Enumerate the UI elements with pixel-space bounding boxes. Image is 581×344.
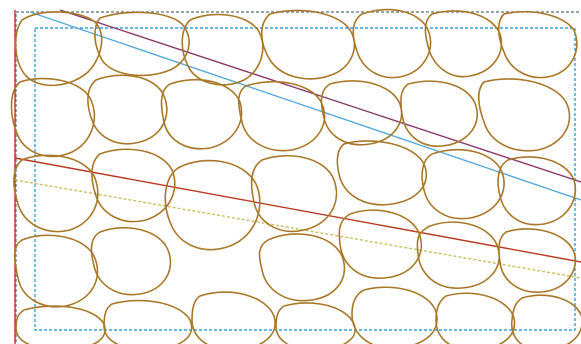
cell — [191, 291, 276, 344]
cell — [320, 80, 403, 146]
cell — [435, 292, 516, 344]
cell — [351, 286, 438, 344]
cell — [160, 78, 243, 150]
cell — [424, 10, 503, 78]
diagonal-line-red — [14, 157, 581, 263]
cell-outlines — [10, 8, 581, 344]
cell — [103, 299, 193, 344]
cell — [258, 233, 346, 302]
cell — [260, 9, 356, 80]
cell — [164, 159, 261, 251]
diagonal-line-yellow — [14, 179, 581, 279]
cell — [497, 10, 578, 79]
diagonal-line-cyan — [29, 11, 581, 201]
cell — [91, 148, 176, 223]
cell — [416, 221, 501, 289]
cell — [421, 148, 505, 220]
cell — [87, 74, 168, 145]
cell — [338, 209, 423, 279]
cell — [400, 80, 479, 147]
cell — [498, 228, 577, 293]
cell — [250, 154, 338, 233]
outer-frame — [15, 11, 581, 344]
cell — [477, 78, 571, 152]
cell — [497, 156, 577, 226]
cell — [13, 234, 99, 308]
cell — [352, 8, 432, 79]
cell — [94, 11, 190, 77]
diagonal-line-purple — [59, 9, 581, 183]
cell — [275, 302, 356, 344]
cell — [181, 13, 264, 86]
cell — [13, 154, 99, 233]
cell — [15, 305, 106, 344]
cell — [90, 226, 172, 296]
cell — [10, 77, 96, 158]
cell — [14, 11, 103, 87]
cell — [237, 80, 326, 152]
cell — [336, 140, 427, 206]
inner-frame — [34, 27, 576, 331]
cell — [511, 294, 581, 344]
